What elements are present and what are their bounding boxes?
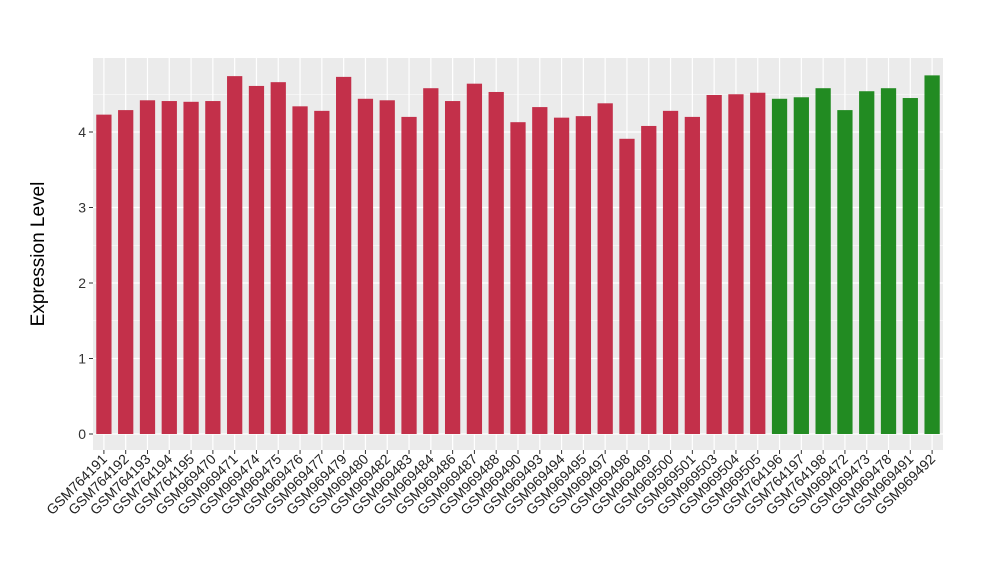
y-tick-label: 4 [78,124,86,140]
y-tick-label: 1 [78,351,86,367]
bar-GSM969493 [532,107,548,435]
bar-GSM969477 [314,110,330,435]
bar-GSM764196 [771,98,788,434]
bar-GSM969497 [597,103,613,434]
bar-GSM969495 [575,116,592,435]
bar-GSM969494 [553,117,570,434]
bar-GSM969483 [401,116,417,435]
y-tick-label: 2 [78,275,86,291]
bar-GSM969486 [444,101,461,435]
bar-GSM969470 [205,101,221,435]
bar-GSM969475 [270,82,286,435]
bar-GSM764198 [815,88,831,435]
y-axis-title: Expression Level [28,182,49,327]
bar-GSM969498 [619,138,635,435]
bar-GSM969492 [924,75,940,434]
bar-GSM969480 [357,98,374,434]
bar-GSM969471 [227,76,243,434]
x-axis: GSM764191GSM764192GSM764193GSM764194GSM7… [43,450,938,518]
bar-GSM764195 [183,101,199,435]
bar-GSM764193 [139,100,156,434]
bar-GSM969487 [466,83,483,435]
bar-GSM969500 [662,110,679,435]
bar-GSM969503 [706,95,722,434]
bar-GSM969479 [336,76,352,434]
bar-GSM969488 [488,91,504,435]
y-tick-label: 3 [78,200,86,216]
bars [96,75,940,435]
bar-GSM969505 [750,92,766,435]
bar-GSM764197 [793,97,809,435]
bar-GSM969504 [728,94,744,434]
bar-GSM969474 [248,85,265,434]
bar-GSM969491 [902,98,918,435]
bar-GSM969478 [880,88,897,435]
bar-GSM969473 [859,91,875,434]
bar-GSM969476 [292,106,308,434]
bar-GSM969501 [684,116,700,435]
bar-GSM764191 [96,114,112,434]
bar-GSM969484 [423,88,439,435]
bar-GSM764194 [161,101,177,435]
bar-GSM969499 [641,125,657,435]
bar-GSM969472 [837,110,853,434]
bar-GSM969482 [379,100,395,434]
bar-GSM764192 [118,110,134,434]
y-axis: 0 1 2 3 4 [78,124,93,442]
bar-GSM969490 [510,122,526,434]
y-tick-label: 0 [78,426,86,442]
